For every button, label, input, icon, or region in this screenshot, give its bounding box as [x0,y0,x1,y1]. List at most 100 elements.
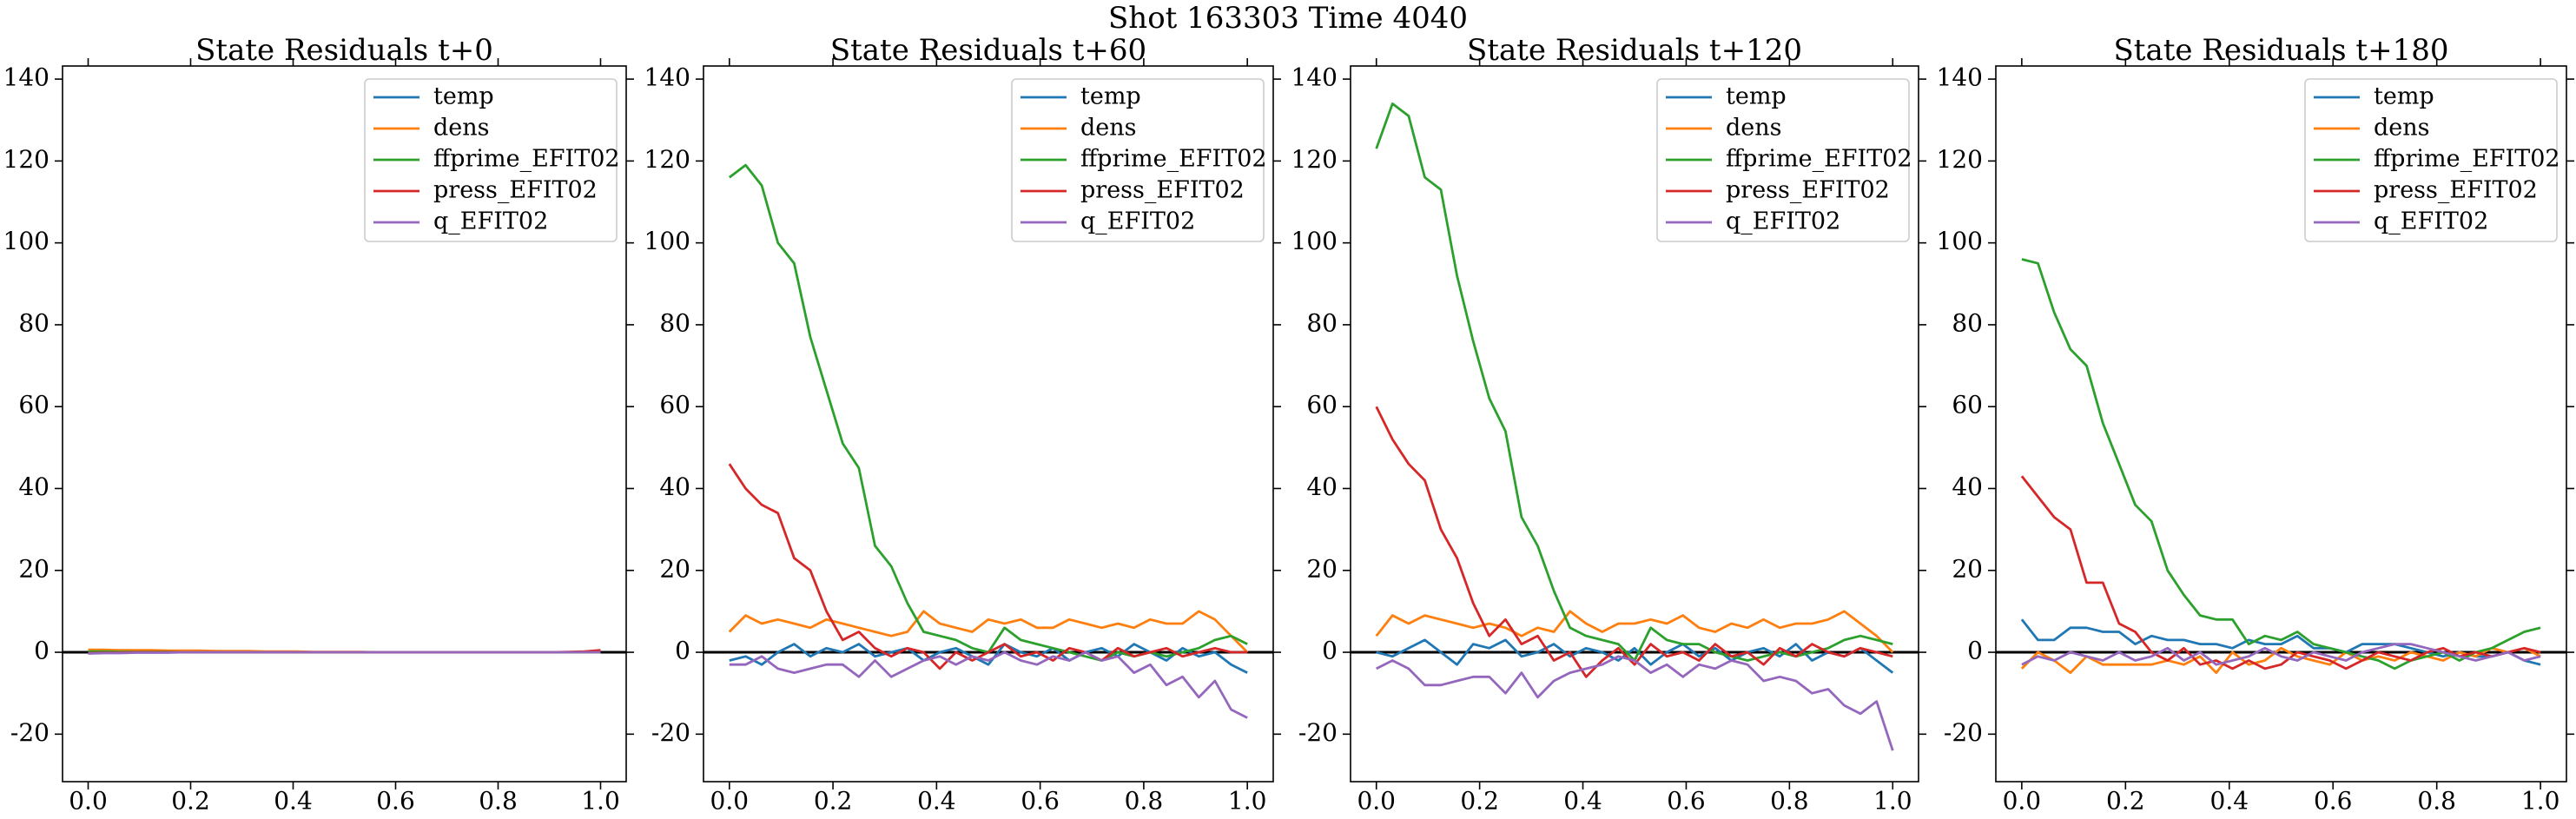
x-tick-label: 0.0 [2003,787,2042,816]
x-tick-label: 0.2 [171,787,210,816]
y-tick-label: -20 [10,718,50,747]
legend-label: q_EFIT02 [1080,208,1195,235]
legend-box [1011,78,1265,242]
series-line [729,651,1248,719]
y-tick-label: 60 [1952,391,1983,419]
x-tick-label: 1.0 [1873,787,1912,816]
legend-label: dens [1726,115,1782,142]
y-tick-label: 80 [1306,308,1338,337]
legend: temp dens ffprime_EFIT02 press_EFIT02 q_EFIT… [364,78,620,242]
legend-box [1656,78,1910,242]
y-tick-label: 20 [1952,554,1983,583]
y-tick-label: 40 [659,472,690,501]
figure-title: Shot 163303 Time 4040 [1108,1,1468,36]
y-tick-label: 100 [3,227,50,255]
y-tick-label: 0 [1322,637,1338,665]
legend-label: press_EFIT02 [2374,177,2538,204]
y-tick-label: 60 [1306,391,1338,419]
x-tick-label: 0.6 [1667,787,1706,816]
y-tick-label: 120 [3,145,50,174]
x-tick-label: 0.0 [1357,787,1396,816]
plot-lines [1996,258,2566,674]
series-line [2021,258,2541,670]
y-tick-label: 140 [1291,63,1338,92]
x-tick-label: 1.0 [1228,787,1267,816]
x-tick-label: 0.4 [917,787,956,816]
y-tick-label: 20 [1306,554,1338,583]
x-tick-label: 1.0 [2521,787,2560,816]
legend-label: ffprime_EFIT02 [433,146,620,173]
legend-label: temp [1080,83,1141,110]
y-tick-label: 0 [675,637,690,665]
series-line [1376,655,1894,751]
series-line [88,651,601,655]
legend-label: q_EFIT02 [1726,208,1840,235]
series-line [2020,475,2541,670]
series-line [1375,610,1894,653]
x-tick-label: 0.6 [2314,787,2353,816]
y-tick-label: 80 [1952,308,1983,337]
x-tick-label: 0.6 [376,787,415,816]
y-tick-label: -20 [1944,718,1983,747]
y-tick-label: 100 [1937,227,1983,255]
subplot-title: State Residuals t+60 [830,33,1146,68]
y-tick-label: 60 [18,391,50,419]
x-tick-label: 0.4 [274,787,313,816]
x-tick-label: 0.8 [1770,787,1809,816]
x-tick-label: 0.4 [1563,787,1602,816]
legend-label: ffprime_EFIT02 [1726,146,1912,173]
legend-label: dens [1080,115,1137,142]
series-line [1376,638,1894,674]
legend-label: q_EFIT02 [433,208,548,235]
y-tick-label: 80 [18,308,50,337]
x-tick-label: 0.8 [479,787,518,816]
y-tick-label: 80 [659,308,690,337]
series-line [728,610,1249,653]
y-tick-label: 60 [659,391,690,419]
y-tick-label: 100 [1291,227,1338,255]
legend-label: press_EFIT02 [433,177,598,204]
series-line [728,463,1248,670]
axes-frame [703,65,1274,783]
subplot-title: State Residuals t+180 [2114,33,2449,68]
plot-lines [1351,102,1919,751]
series-line [1375,406,1893,678]
y-tick-label: 120 [644,145,690,174]
y-tick-label: 20 [659,554,690,583]
x-tick-label: 0.6 [1020,787,1060,816]
subplot-title: State Residuals t+120 [1467,33,1802,68]
y-tick-label: 40 [18,472,50,501]
series-line [2021,643,2541,666]
y-tick-label: 20 [18,554,50,583]
subplot: State Residuals t+120 -20 0 20 40 60 80 100 120 1… [1291,33,1926,816]
legend-label: temp [2374,83,2434,110]
x-tick-label: 1.0 [581,787,620,816]
legend-label: dens [433,115,490,142]
subplot: State Residuals t+60 -20 0 20 40 60 80 100 120 14… [644,33,1281,816]
x-tick-label: 0.0 [69,787,108,816]
legend-label: ffprime_EFIT02 [1080,146,1267,173]
legend-label: temp [433,83,494,110]
y-tick-label: 40 [1306,472,1338,501]
legend-label: q_EFIT02 [2374,208,2488,235]
legend-label: temp [1726,83,1787,110]
y-tick-label: 40 [1952,472,1983,501]
x-tick-label: 0.4 [2210,787,2249,816]
subplot: State Residuals t+0 -20 0 20 40 60 80 100 120 140… [3,33,634,816]
plot-lines [703,163,1273,719]
y-tick-label: 140 [644,63,690,92]
y-tick-label: 100 [644,227,690,255]
y-tick-label: 120 [1937,145,1983,174]
y-tick-label: 120 [1291,145,1338,174]
y-tick-label: 0 [34,637,50,665]
legend-label: press_EFIT02 [1080,177,1245,204]
y-tick-label: 140 [3,63,50,92]
legend-label: dens [2374,115,2430,142]
legend: temp dens ffprime_EFIT02 press_EFIT02 q_EFIT… [2304,78,2560,242]
legend-label: press_EFIT02 [1726,177,1890,204]
legend-label: ffprime_EFIT02 [2374,146,2560,173]
axes-frame [1995,65,2567,783]
x-tick-label: 0.2 [1460,787,1499,816]
subplot-title: State Residuals t+0 [195,33,493,68]
